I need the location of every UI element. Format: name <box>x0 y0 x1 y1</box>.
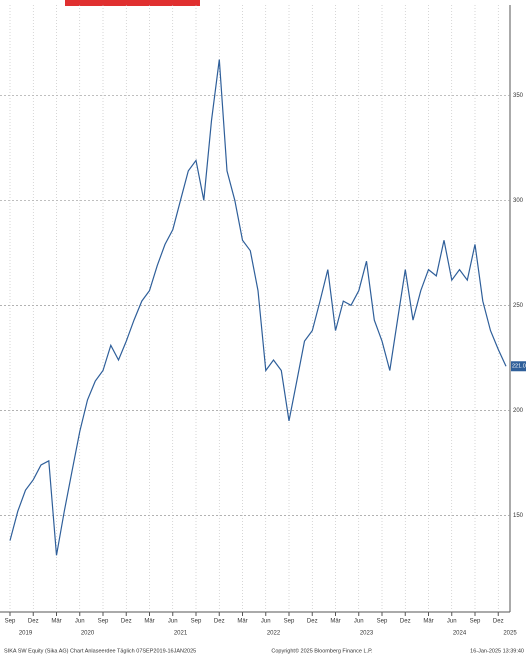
x-tick-label: Jun <box>447 619 457 625</box>
x-tick-label: Mär <box>423 619 433 625</box>
year-label: 2019 <box>19 631 33 637</box>
x-tick-label: Dez <box>28 619 39 625</box>
year-label: 2023 <box>360 631 374 637</box>
x-tick-label: Sep <box>284 619 295 625</box>
year-label: 2024 <box>453 631 467 637</box>
y-tick-label: 350 <box>513 93 524 99</box>
highlight-bar <box>65 0 200 6</box>
year-label: 2025 <box>503 631 517 637</box>
x-tick-label: Dez <box>214 619 225 625</box>
x-tick-label: Dez <box>307 619 318 625</box>
footer-right: 16-Jan-2025 13:39:40 <box>470 648 524 654</box>
footer-left: SIKA SW Equity (Sika AG) Chart Anlaseerd… <box>4 648 196 654</box>
y-tick-label: 150 <box>513 513 524 519</box>
x-tick-label: Jun <box>168 619 178 625</box>
x-tick-label: Sep <box>470 619 481 625</box>
footer-center: Copyright© 2025 Bloomberg Finance L.P. <box>271 647 373 654</box>
x-tick-label: Mär <box>144 619 154 625</box>
x-tick-label: Sep <box>377 619 388 625</box>
last-price-label: 221.0 <box>512 364 526 370</box>
x-tick-label: Dez <box>493 619 504 625</box>
x-tick-label: Jun <box>261 619 271 625</box>
last-price-box <box>511 361 526 372</box>
x-tick-label: Dez <box>400 619 411 625</box>
x-tick-label: Mär <box>51 619 61 625</box>
x-tick-label: Jun <box>354 619 364 625</box>
y-tick-label: 250 <box>513 303 524 309</box>
x-tick-label: Jun <box>75 619 85 625</box>
x-tick-label: Sep <box>191 619 202 625</box>
y-tick-label: 300 <box>513 198 524 204</box>
x-tick-label: Sep <box>5 619 16 625</box>
x-tick-label: Sep <box>98 619 109 625</box>
x-tick-label: Dez <box>121 619 132 625</box>
price-line <box>9 59 507 556</box>
x-tick-label: Mär <box>237 619 247 625</box>
year-label: 2021 <box>174 631 188 637</box>
x-tick-label: Mär <box>330 619 340 625</box>
y-tick-label: 200 <box>513 408 524 414</box>
year-label: 2022 <box>267 631 281 637</box>
year-label: 2020 <box>81 631 95 637</box>
